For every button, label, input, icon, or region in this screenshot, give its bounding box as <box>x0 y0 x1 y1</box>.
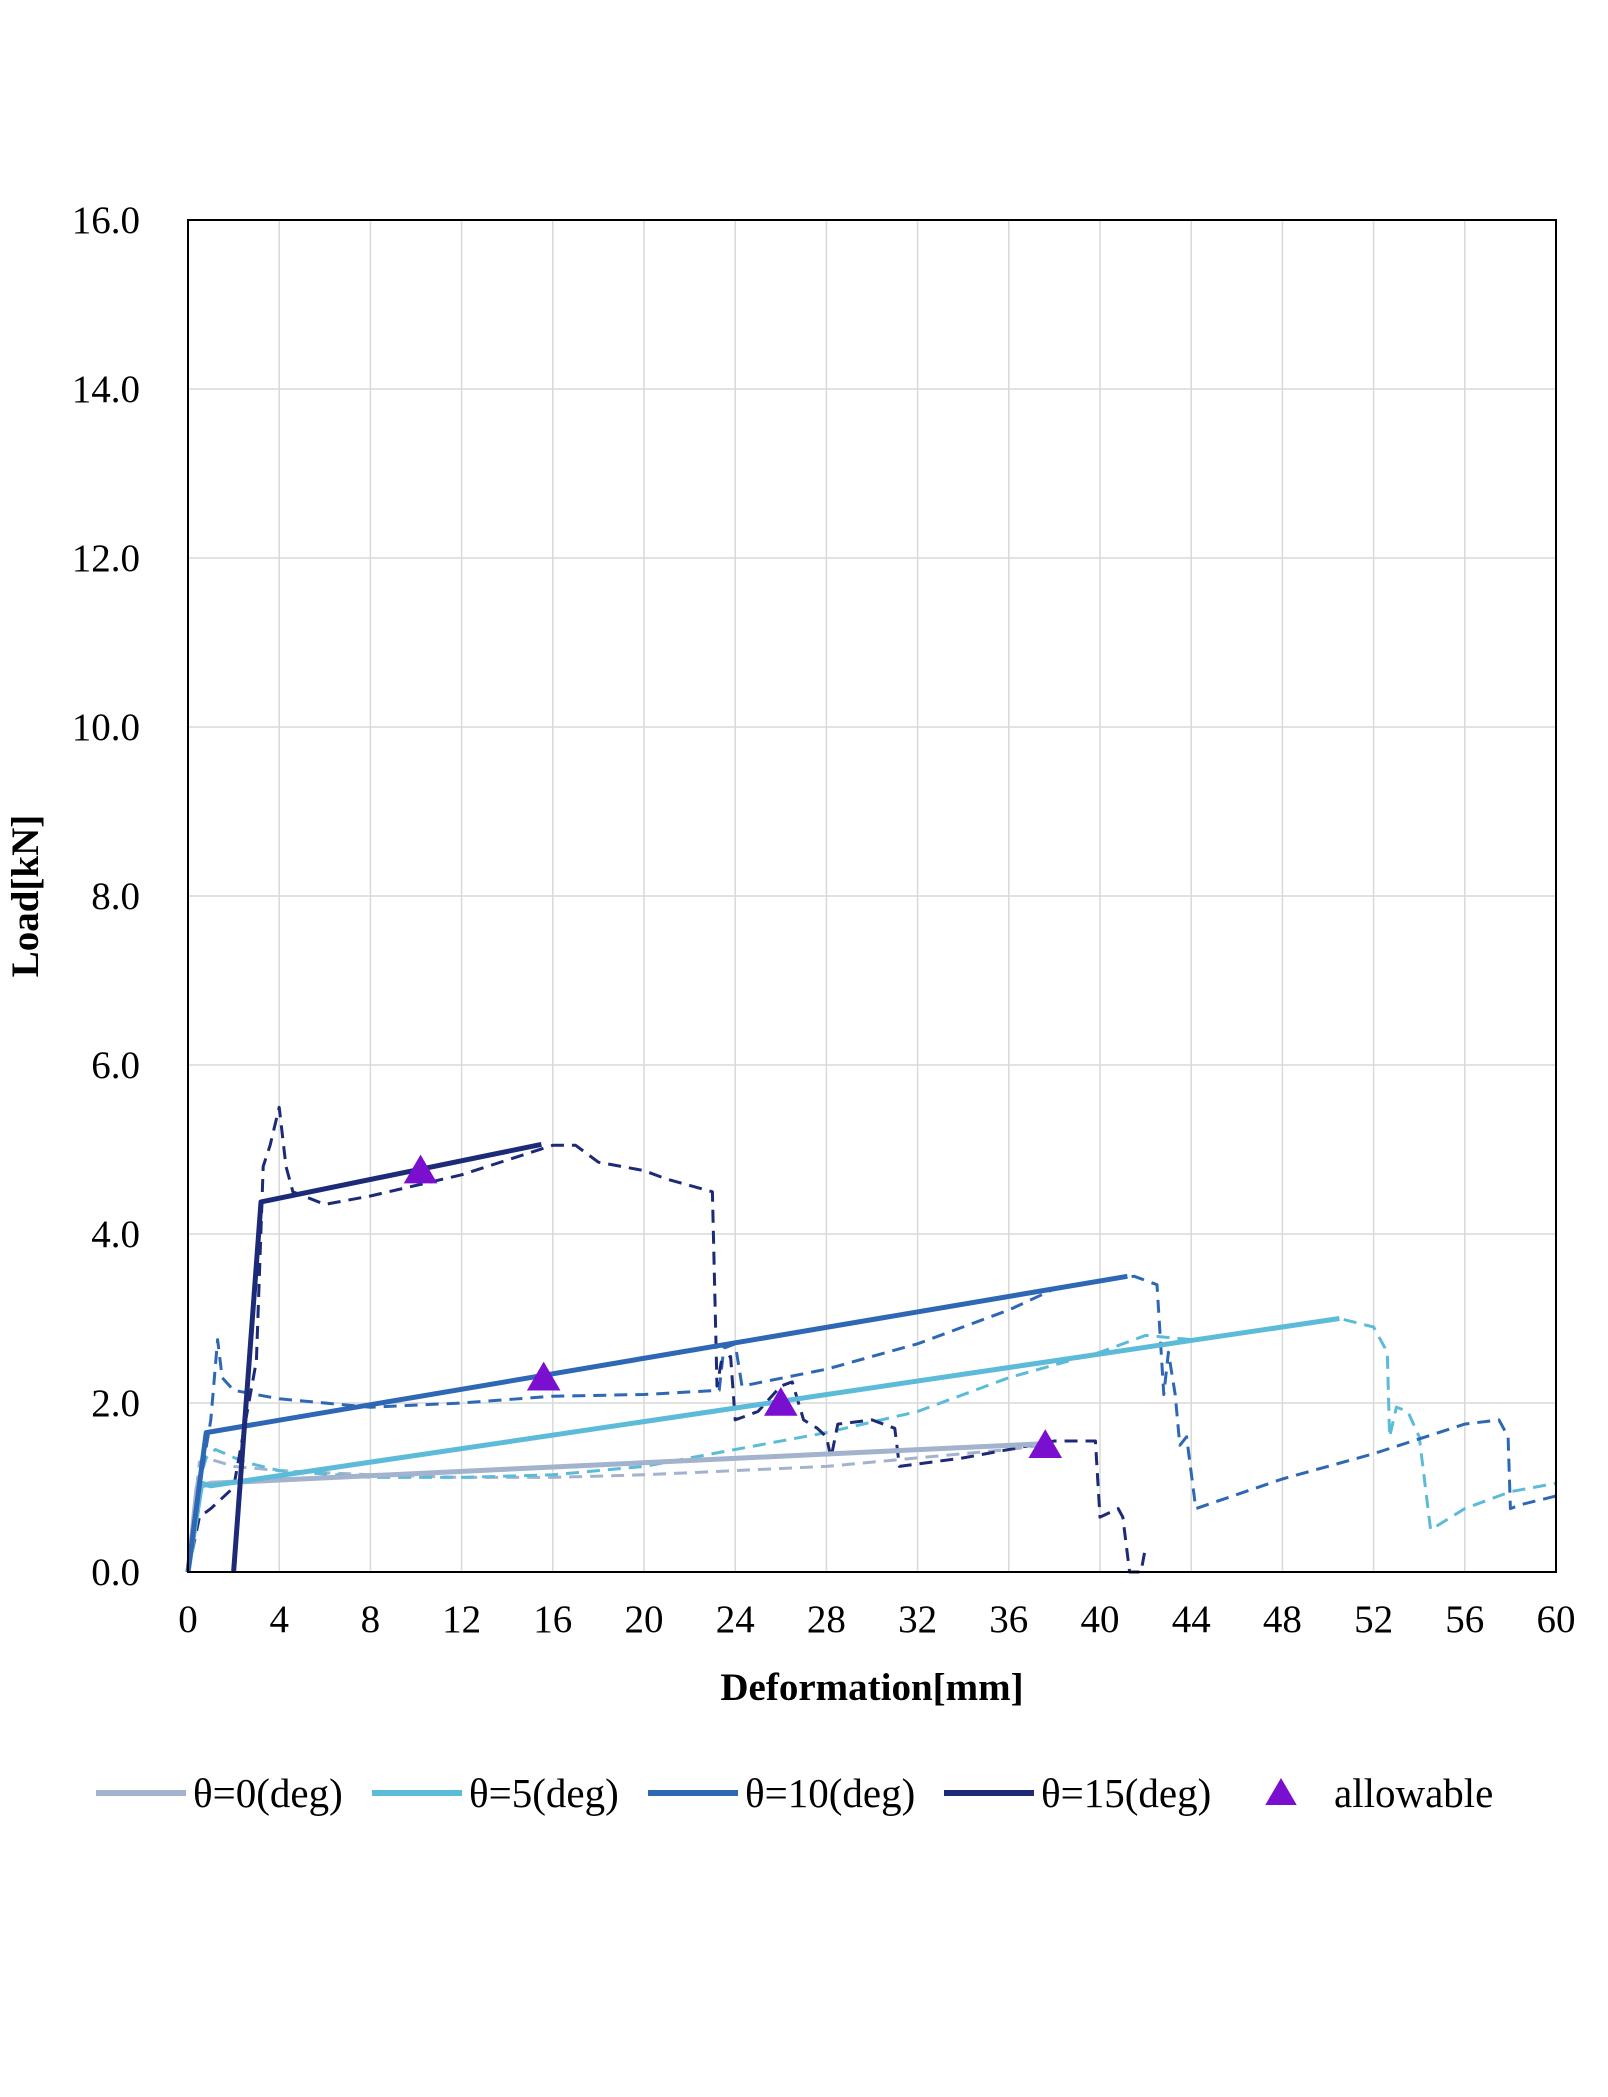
legend-label-allowable: allowable <box>1334 1770 1493 1816</box>
allowable-markers <box>403 1154 1063 1459</box>
series-line-theta15-dashed <box>186 1105 1148 1574</box>
allowable-marker <box>526 1361 561 1391</box>
x-tick-label: 32 <box>898 1598 937 1641</box>
x-tick-label: 0 <box>178 1598 198 1641</box>
legend-label-theta10: θ=10(deg) <box>745 1770 915 1816</box>
y-tick-labels: 0.0 2.0 4.0 6.0 8.0 10.0 12.0 14.0 16.0 <box>72 199 140 1594</box>
series-line-theta0 <box>185 1441 1046 1573</box>
series-layer <box>185 1105 1557 1574</box>
x-tick-labels: 0 4 8 12 16 20 24 28 32 36 40 44 48 52 56 60 <box>178 1598 1575 1641</box>
x-tick-label: 24 <box>716 1598 755 1641</box>
plot-area-frame <box>187 219 1557 1573</box>
x-axis-title: Deformation[mm] <box>720 1666 1023 1709</box>
x-tick-label: 60 <box>1537 1598 1576 1641</box>
x-tick-label: 40 <box>1081 1598 1120 1641</box>
x-tick-label: 44 <box>1172 1598 1211 1641</box>
series-line-theta15 <box>231 1141 542 1573</box>
x-tick-label: 28 <box>807 1598 846 1641</box>
x-tick-label: 12 <box>442 1598 481 1641</box>
series-line-theta5-dashed <box>186 1317 1557 1573</box>
y-tick-label: 12.0 <box>72 537 140 580</box>
series-line-theta10 <box>185 1273 1128 1573</box>
y-tick-label: 0.0 <box>91 1551 140 1594</box>
legend-swatch-allowable <box>1265 1778 1297 1805</box>
x-tick-label: 56 <box>1445 1598 1484 1641</box>
y-axis-title: Load[kN] <box>4 815 47 978</box>
x-tick-label: 8 <box>361 1598 381 1641</box>
y-tick-label: 14.0 <box>72 368 140 411</box>
legend-label-theta15: θ=15(deg) <box>1041 1770 1211 1816</box>
legend: θ=0(deg) θ=5(deg) θ=10(deg) θ=15(deg) allowa… <box>96 1770 1493 1816</box>
y-tick-label: 8.0 <box>91 875 140 918</box>
grid <box>187 219 1557 1573</box>
x-tick-label: 52 <box>1354 1598 1393 1641</box>
allowable-marker <box>1028 1429 1063 1459</box>
x-tick-label: 4 <box>269 1598 289 1641</box>
x-tick-label: 16 <box>533 1598 572 1641</box>
y-tick-label: 2.0 <box>91 1382 140 1425</box>
y-tick-label: 6.0 <box>91 1044 140 1087</box>
allowable-marker <box>403 1154 438 1184</box>
y-tick-label: 16.0 <box>72 199 140 242</box>
legend-label-theta0: θ=0(deg) <box>193 1770 343 1816</box>
legend-label-theta5: θ=5(deg) <box>469 1770 619 1816</box>
y-tick-label: 10.0 <box>72 706 140 749</box>
x-tick-label: 48 <box>1263 1598 1302 1641</box>
y-tick-label: 4.0 <box>91 1213 140 1256</box>
x-tick-label: 36 <box>989 1598 1028 1641</box>
series-line-theta10-dashed <box>186 1274 1557 1573</box>
x-tick-label: 20 <box>625 1598 664 1641</box>
allowable-marker <box>764 1387 798 1416</box>
